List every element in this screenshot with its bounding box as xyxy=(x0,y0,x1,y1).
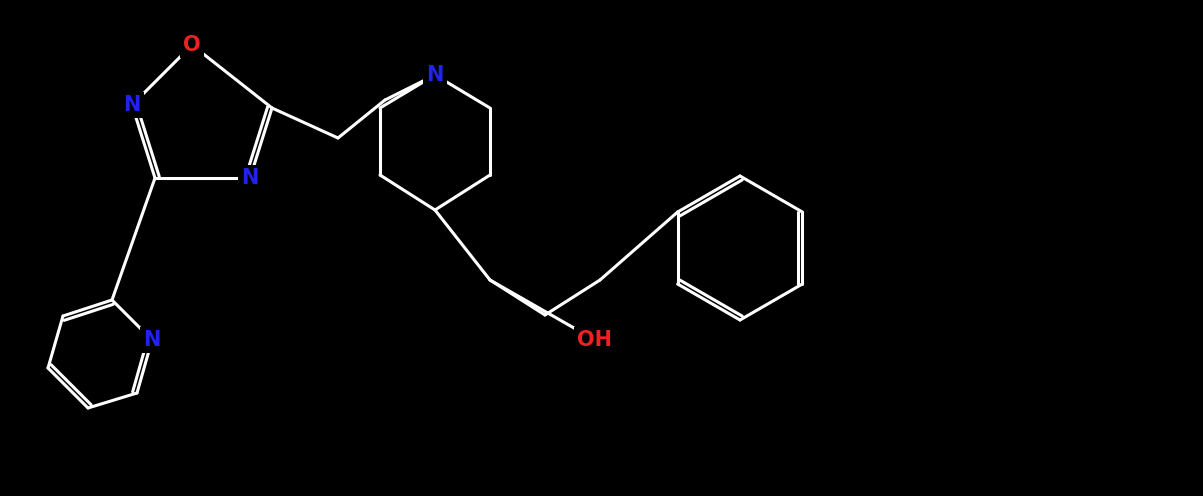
Text: N: N xyxy=(124,95,141,115)
Text: OH: OH xyxy=(577,330,612,350)
Text: N: N xyxy=(242,168,259,188)
Text: O: O xyxy=(183,35,201,55)
Text: N: N xyxy=(143,330,161,350)
Text: N: N xyxy=(426,65,444,85)
